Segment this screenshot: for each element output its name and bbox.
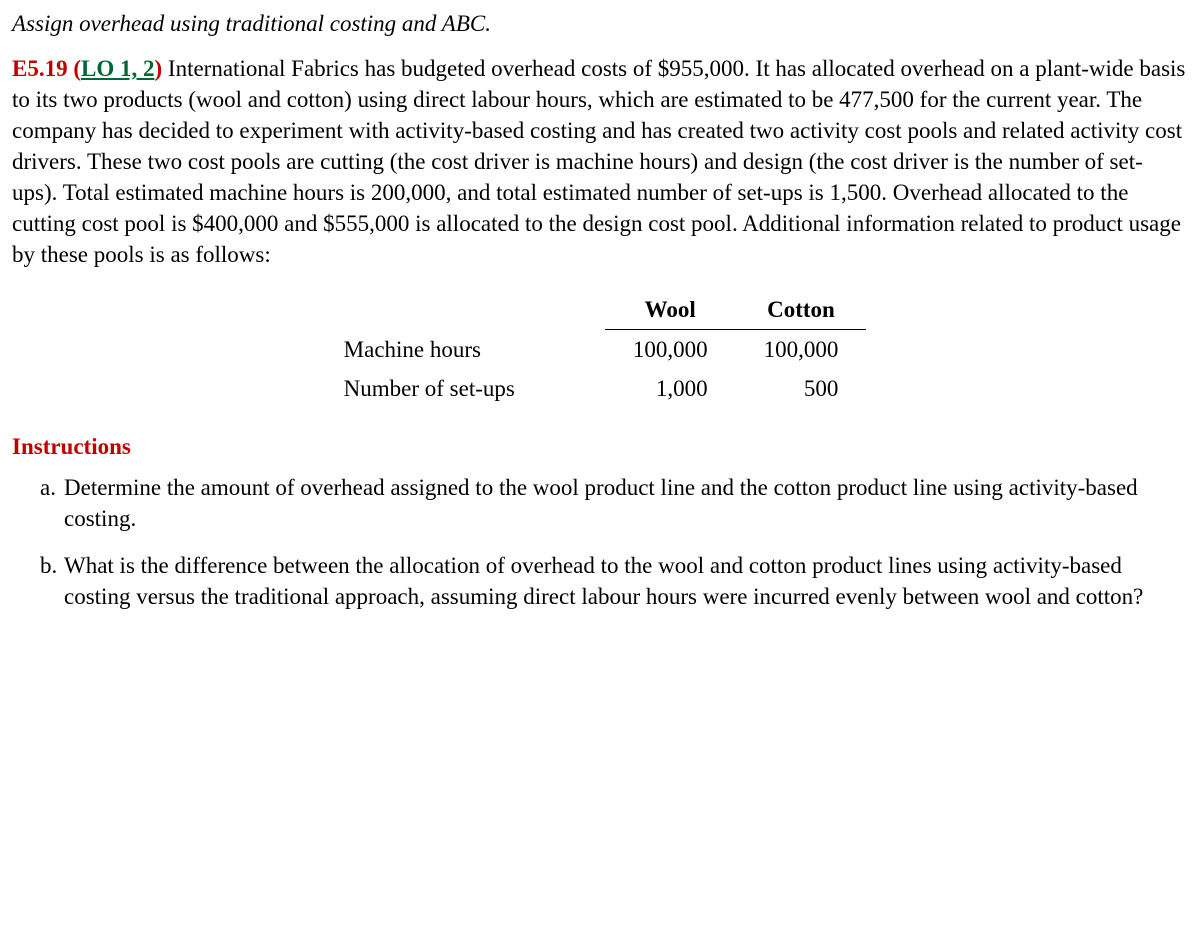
cell-value: 1,000 [605, 369, 736, 408]
learning-objective[interactable]: LO 1, 2 [81, 56, 154, 81]
cell-value: 500 [736, 369, 867, 408]
item-text: What is the difference between the alloc… [64, 553, 1143, 609]
item-marker: b. [40, 550, 57, 581]
cell-value: 100,000 [736, 330, 867, 370]
instruction-item: b. What is the difference between the al… [40, 550, 1188, 612]
row-label: Number of set-ups [334, 369, 605, 408]
exercise-number: E5.19 [12, 56, 68, 81]
problem-text: International Fabrics has budgeted overh… [12, 56, 1185, 267]
cell-value: 100,000 [605, 330, 736, 370]
col-header-cotton: Cotton [736, 290, 867, 330]
usage-table: Wool Cotton Machine hours 100,000 100,00… [334, 290, 867, 408]
instructions-heading: Instructions [12, 431, 1188, 462]
table-row: Machine hours 100,000 100,000 [334, 330, 867, 370]
exercise-body: E5.19 (LO 1, 2) International Fabrics ha… [12, 53, 1188, 270]
instructions-list: a. Determine the amount of overhead assi… [12, 472, 1188, 612]
table-row: Number of set-ups 1,000 500 [334, 369, 867, 408]
lo-close-paren: ) [155, 56, 163, 81]
exercise-title: Assign overhead using traditional costin… [12, 8, 1188, 39]
item-marker: a. [40, 472, 56, 503]
instruction-item: a. Determine the amount of overhead assi… [40, 472, 1188, 534]
row-label: Machine hours [334, 330, 605, 370]
col-header-wool: Wool [605, 290, 736, 330]
lo-open-paren: ( [73, 56, 81, 81]
item-text: Determine the amount of overhead assigne… [64, 475, 1138, 531]
